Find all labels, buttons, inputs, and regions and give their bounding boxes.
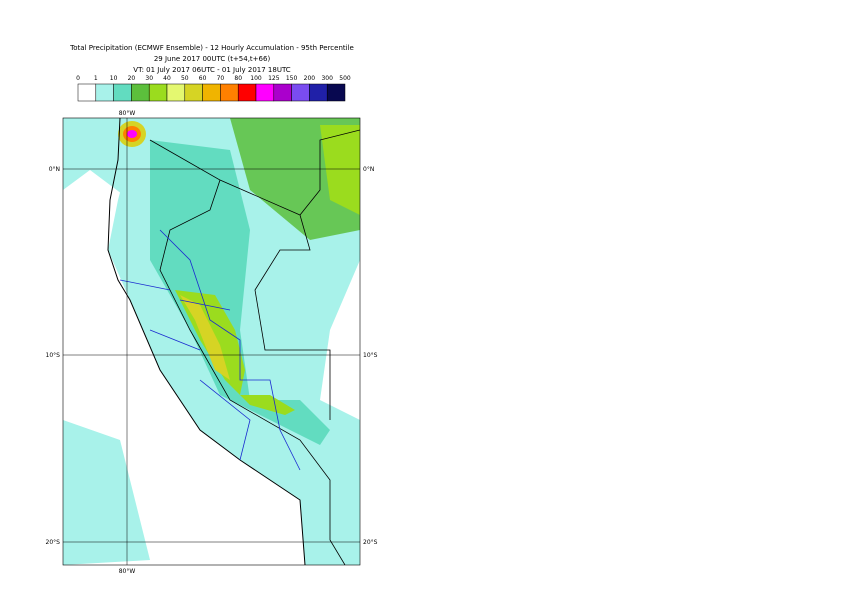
legend-label: 40	[163, 75, 171, 82]
legend-box	[95, 83, 114, 102]
lat-label: 10°S	[46, 352, 61, 359]
region-border	[119, 229, 301, 471]
legend-label: 70	[217, 75, 225, 82]
legend-label: 30	[145, 75, 153, 82]
base-time: 29 June 2017 00UTC (t+54,t+66)	[154, 55, 271, 63]
legend-label: 80	[234, 75, 242, 82]
legend-box	[291, 83, 310, 102]
legend-label: 0	[76, 75, 80, 82]
map-labels: 0°N 0°N 10°S 10°S 20°S 20°S 80°W 80°W	[46, 110, 378, 575]
legend-box	[184, 83, 203, 102]
precip-area	[63, 420, 150, 565]
legend-label: 200	[304, 75, 316, 82]
legend-label: 300	[321, 75, 333, 82]
map	[63, 118, 360, 565]
precip-area	[320, 125, 360, 215]
legend-box	[309, 83, 328, 102]
border	[149, 129, 360, 565]
legend-label: 100	[250, 75, 262, 82]
legend-label: 1	[94, 75, 98, 82]
graticule	[63, 118, 360, 565]
legend-label: 20	[128, 75, 136, 82]
legend-box	[148, 83, 168, 102]
title: Total Precipitation (ECMWF Ensemble) - 1…	[69, 44, 354, 52]
lon-label: 80°W	[119, 110, 136, 117]
legend: 0 1 10 20 30 40 50 60 70 80 100 125 150 200 300 500	[76, 75, 351, 102]
legend-box	[77, 83, 97, 102]
map-frame	[62, 117, 361, 566]
legend-box	[202, 83, 221, 102]
precip-area	[150, 140, 330, 445]
precip-area	[180, 295, 230, 380]
legend-label: 150	[286, 75, 298, 82]
legend-box	[273, 83, 292, 102]
coastline	[107, 118, 306, 565]
legend-label: 10	[110, 75, 118, 82]
legend-box	[237, 83, 257, 102]
legend-box	[326, 83, 346, 102]
lat-label: 0°N	[49, 166, 60, 173]
legend-label: 125	[268, 75, 280, 82]
legend-box	[131, 83, 150, 102]
legend-box	[166, 83, 186, 102]
valid-time: VT: 01 July 2017 06UTC - 01 July 2017 18…	[133, 66, 291, 74]
legend-box	[255, 83, 275, 102]
legend-label: 500	[339, 75, 351, 82]
precip-area	[127, 130, 137, 138]
legend-box	[220, 83, 239, 102]
lon-label: 80°W	[119, 568, 136, 575]
lat-label: 20°S	[363, 539, 378, 546]
legend-label: 50	[181, 75, 189, 82]
lat-label: 0°N	[363, 166, 374, 173]
lat-label: 10°S	[363, 352, 378, 359]
lat-label: 20°S	[46, 539, 61, 546]
legend-label: 60	[199, 75, 207, 82]
legend-box	[113, 83, 132, 102]
